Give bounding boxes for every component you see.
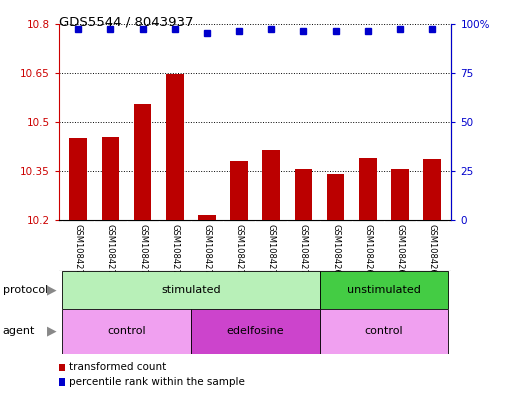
Bar: [230, 161, 248, 220]
Text: unstimulated: unstimulated: [347, 285, 421, 295]
Bar: [102, 136, 120, 220]
Bar: [69, 138, 87, 220]
Bar: [134, 104, 151, 220]
Text: GSM1084278: GSM1084278: [267, 224, 276, 280]
Bar: [62, 309, 191, 354]
Text: edelfosine: edelfosine: [226, 326, 284, 336]
Text: GSM1084274: GSM1084274: [138, 224, 147, 280]
Bar: [327, 174, 345, 220]
Text: GDS5544 / 8043937: GDS5544 / 8043937: [59, 16, 193, 29]
Text: GSM1084276: GSM1084276: [203, 224, 211, 280]
Bar: [391, 169, 409, 220]
Bar: [62, 271, 320, 309]
Text: control: control: [107, 326, 146, 336]
Bar: [320, 309, 448, 354]
Text: protocol: protocol: [3, 285, 48, 295]
Text: GSM1084263: GSM1084263: [428, 224, 437, 280]
Text: transformed count: transformed count: [69, 362, 167, 373]
Bar: [263, 150, 280, 220]
Text: ▶: ▶: [47, 283, 57, 296]
Bar: [166, 74, 184, 220]
Text: GSM1084261: GSM1084261: [363, 224, 372, 280]
Text: control: control: [365, 326, 403, 336]
Text: stimulated: stimulated: [161, 285, 221, 295]
Text: percentile rank within the sample: percentile rank within the sample: [69, 377, 245, 387]
Bar: [294, 169, 312, 220]
Text: GSM1084275: GSM1084275: [170, 224, 180, 280]
Text: GSM1084279: GSM1084279: [299, 224, 308, 280]
Text: GSM1084262: GSM1084262: [396, 224, 404, 280]
Bar: [320, 271, 448, 309]
Text: GSM1084273: GSM1084273: [106, 224, 115, 280]
Text: ▶: ▶: [47, 325, 57, 338]
Bar: [423, 160, 441, 220]
Bar: [359, 158, 377, 220]
Bar: [198, 215, 216, 220]
Text: GSM1084260: GSM1084260: [331, 224, 340, 280]
Bar: [191, 309, 320, 354]
Text: GSM1084272: GSM1084272: [74, 224, 83, 280]
Text: agent: agent: [3, 326, 35, 336]
Text: GSM1084277: GSM1084277: [234, 224, 244, 280]
